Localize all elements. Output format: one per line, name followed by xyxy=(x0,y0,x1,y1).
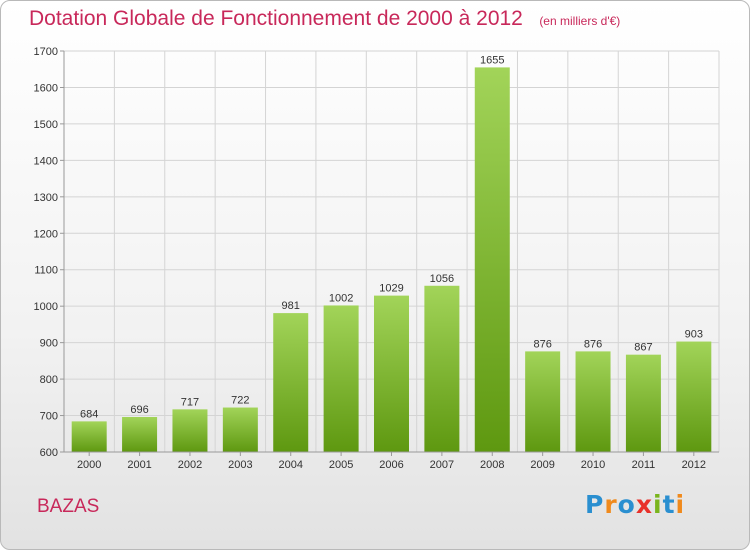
bar-2006 xyxy=(374,295,409,452)
bar-2000 xyxy=(71,421,107,452)
y-tick-label: 1700 xyxy=(34,46,58,58)
title-unit: (en milliers d'€) xyxy=(539,14,621,28)
value-label: 696 xyxy=(130,404,148,416)
y-tick-label: 1100 xyxy=(34,265,58,277)
logo-letter: i xyxy=(653,490,663,519)
bar-2003 xyxy=(222,407,258,452)
bar-2012 xyxy=(676,341,712,452)
bar-2005 xyxy=(323,305,359,452)
logo-letter: t xyxy=(662,490,676,519)
value-label: 981 xyxy=(282,300,300,312)
y-tick-label: 800 xyxy=(40,374,58,386)
x-tick-label: 2010 xyxy=(581,459,605,471)
value-label: 876 xyxy=(584,338,602,350)
x-tick-label: 2006 xyxy=(379,459,403,471)
value-label: 1002 xyxy=(329,292,353,304)
y-tick-label: 1600 xyxy=(34,82,58,94)
labels-layer: 684 696 717 722 981 1002 1029 1056 1655 876 876 867… xyxy=(80,54,703,420)
y-tick-label: 700 xyxy=(40,411,58,423)
x-tick-label: 2001 xyxy=(127,459,151,471)
y-tick-label: 1200 xyxy=(34,228,58,240)
bar-2004 xyxy=(273,313,309,452)
proxiti-logo: Proxiti xyxy=(585,490,685,519)
logo-letter: x xyxy=(635,490,653,519)
value-label: 1655 xyxy=(480,54,504,66)
y-tick-label: 1300 xyxy=(34,192,58,204)
x-tick-label: 2005 xyxy=(329,459,353,471)
value-label: 1029 xyxy=(379,283,403,295)
value-label: 684 xyxy=(80,408,98,420)
x-tick-label: 2007 xyxy=(430,459,454,471)
logo-letter: P xyxy=(585,490,605,519)
x-tick-label: 2009 xyxy=(530,459,554,471)
logo-letter: i xyxy=(675,490,686,519)
title-main: Dotation Globale de Fonctionnement de 20… xyxy=(29,7,523,30)
value-label: 722 xyxy=(231,395,249,407)
x-tick-label: 2003 xyxy=(228,459,252,471)
value-label: 903 xyxy=(685,329,703,341)
x-tick-label: 2000 xyxy=(77,459,101,471)
x-tick-label: 2008 xyxy=(480,459,504,471)
value-label: 867 xyxy=(634,342,652,354)
x-tick-label: 2012 xyxy=(682,459,706,471)
bar-2001 xyxy=(122,417,158,452)
y-tick-label: 1000 xyxy=(34,301,58,313)
value-label: 1056 xyxy=(430,273,454,285)
x-tick-label: 2011 xyxy=(632,459,656,471)
bar-2011 xyxy=(625,354,661,452)
y-tick-label: 1500 xyxy=(34,119,58,131)
bar-2009 xyxy=(525,351,561,452)
bar-2002 xyxy=(172,409,208,452)
bar-2008 xyxy=(474,67,510,453)
y-tick-label: 600 xyxy=(40,447,58,459)
bar-2007 xyxy=(424,285,460,452)
y-tick-label: 900 xyxy=(40,338,58,350)
commune-name: BAZAS xyxy=(37,496,100,517)
axis-layer: 600 700 800 900 1000 1100 1200 1300 1400 1500 1600… xyxy=(34,46,719,471)
y-tick-label: 1400 xyxy=(34,155,58,167)
logo-letter: o xyxy=(617,490,636,519)
x-tick-label: 2002 xyxy=(178,459,202,471)
bars-layer xyxy=(71,67,712,453)
bar-2010 xyxy=(575,351,611,452)
logo-letter: r xyxy=(604,490,618,519)
value-label: 717 xyxy=(181,396,199,408)
chart-title: Dotation Globale de Fonctionnement de 20… xyxy=(29,7,620,31)
x-tick-label: 2004 xyxy=(278,459,302,471)
value-label: 876 xyxy=(533,338,551,350)
